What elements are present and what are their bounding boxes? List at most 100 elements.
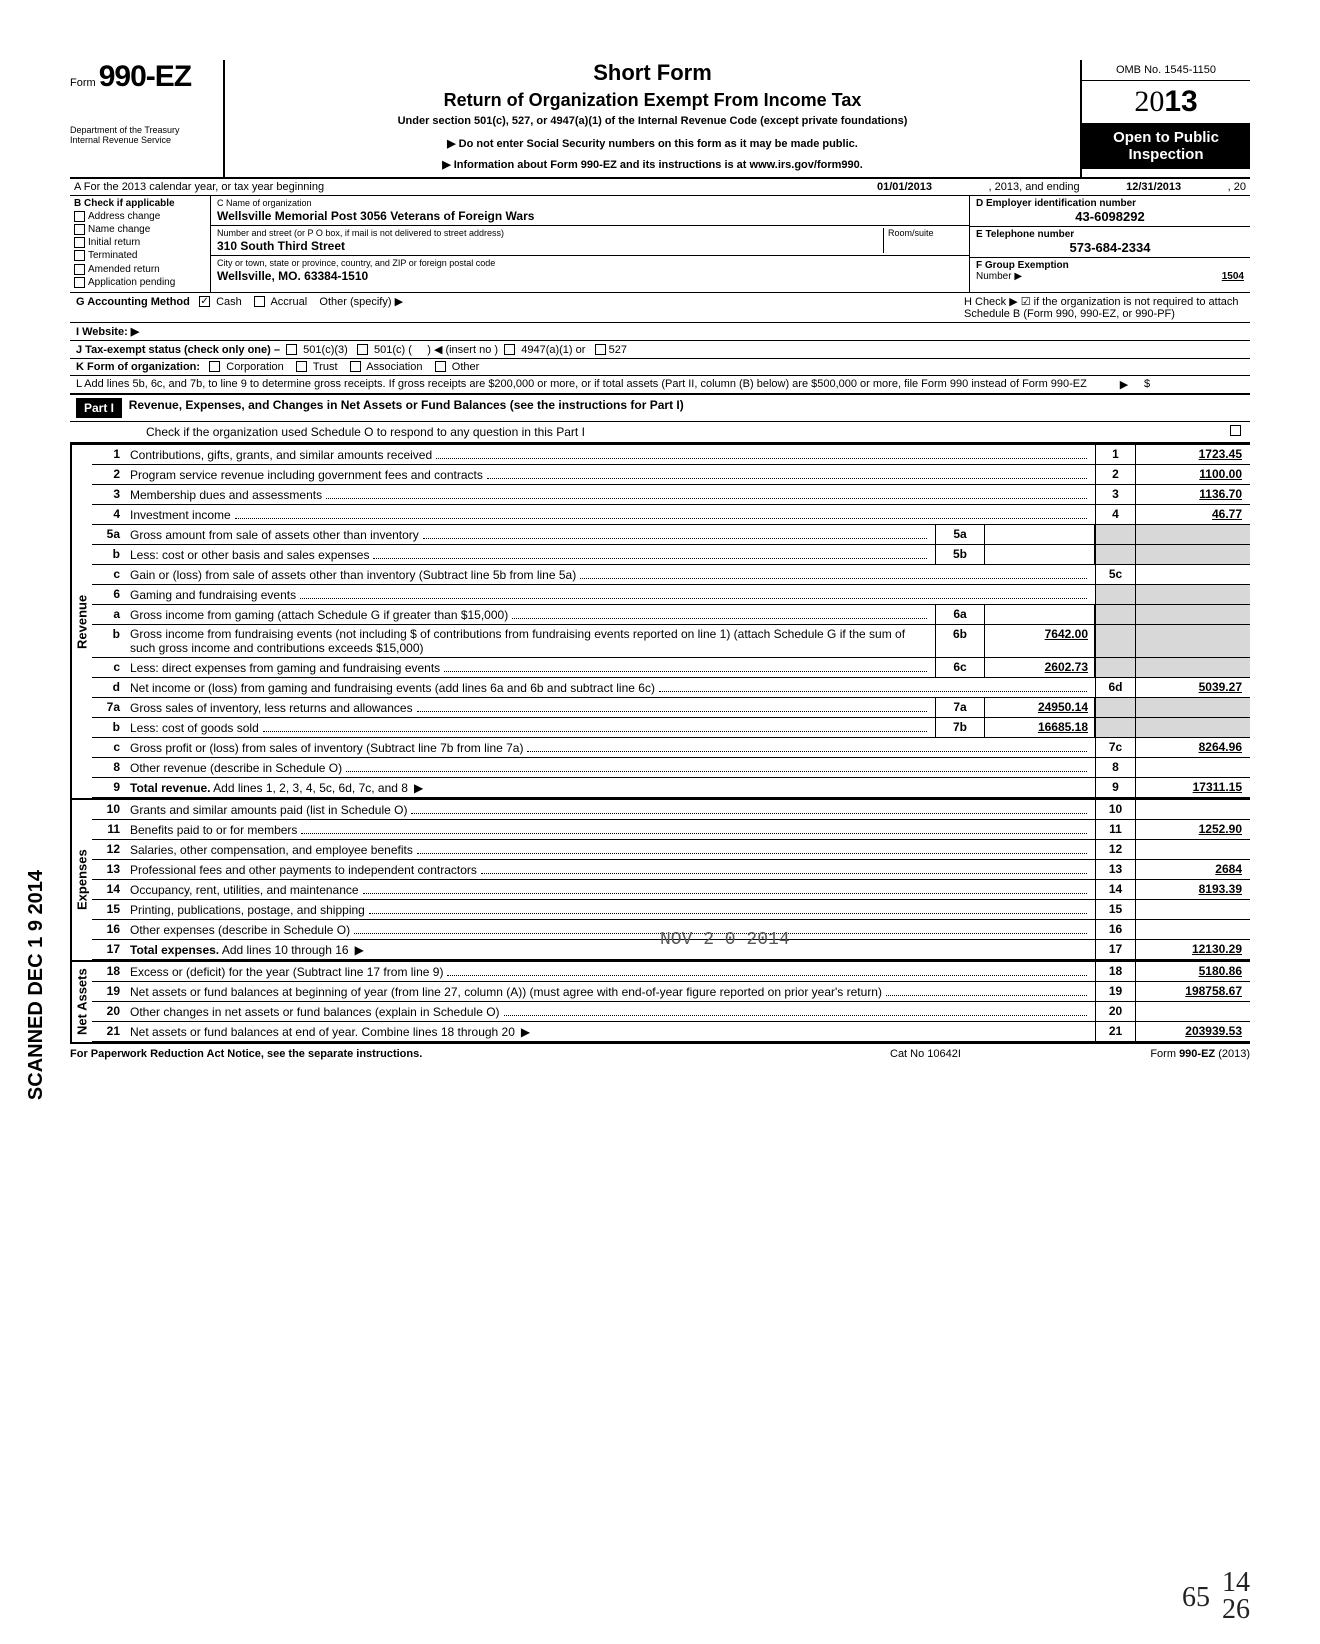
chk-name[interactable]: Name change: [74, 224, 206, 235]
line-14: 14Occupancy, rent, utilities, and mainte…: [92, 880, 1250, 900]
g-cash: Cash: [216, 296, 242, 308]
note-ssn: ▶ Do not enter Social Security numbers o…: [235, 137, 1070, 150]
d-val: 43-6098292: [976, 209, 1244, 224]
c-street-label: Number and street (or P O box, if mail i…: [217, 228, 883, 238]
part1-badge: Part I: [76, 398, 122, 418]
row-a-mid: , 2013, and ending: [985, 179, 1084, 195]
e-label: E Telephone number: [976, 229, 1244, 240]
col-b: B Check if applicable Address change Nam…: [70, 196, 210, 292]
line-15: 15Printing, publications, postage, and s…: [92, 900, 1250, 920]
line-b: bLess: cost or other basis and sales exp…: [92, 545, 1250, 565]
b-header: B Check if applicable: [74, 198, 206, 209]
j-527-chk[interactable]: [595, 344, 606, 355]
d-row: D Employer identification number 43-6098…: [970, 196, 1250, 227]
line-11: 11Benefits paid to or for members111252.…: [92, 820, 1250, 840]
chk-pending[interactable]: Application pending: [74, 277, 206, 288]
title-short-form: Short Form: [235, 60, 1070, 86]
header-mid: Short Form Return of Organization Exempt…: [225, 60, 1080, 177]
j-501c3: 501(c)(3): [303, 344, 348, 356]
c-city-label: City or town, state or province, country…: [217, 258, 963, 268]
i-label: I Website: ▶: [76, 326, 139, 338]
form-number: Form 990-EZ: [70, 60, 217, 94]
k-corp-chk[interactable]: [209, 361, 220, 372]
g-other: Other (specify) ▶: [319, 296, 403, 308]
chk-initial[interactable]: Initial return: [74, 237, 206, 248]
chk-terminated-label: Terminated: [88, 251, 137, 262]
line-c: cGain or (loss) from sale of assets othe…: [92, 565, 1250, 585]
line-1: 1Contributions, gifts, grants, and simil…: [92, 445, 1250, 465]
row-j: J Tax-exempt status (check only one) – 5…: [70, 341, 1250, 359]
header-right: OMB No. 1545-1150 2013 Open to Public In…: [1080, 60, 1250, 177]
part1-check-box[interactable]: [1230, 425, 1241, 436]
j-4947-chk[interactable]: [504, 344, 515, 355]
l-arrow: ▶: [1104, 378, 1144, 391]
col-c: C Name of organization Wellsville Memori…: [210, 196, 970, 292]
j-527: 527: [609, 344, 627, 356]
g-accrual: Accrual: [270, 296, 307, 308]
title-return: Return of Organization Exempt From Incom…: [235, 90, 1070, 111]
line-c: cLess: direct expenses from gaming and f…: [92, 658, 1250, 678]
footer-mid: Cat No 10642I: [890, 1048, 1090, 1060]
form-prefix: Form: [70, 77, 96, 89]
chk-pending-label: Application pending: [88, 277, 175, 288]
k-corp: Corporation: [226, 361, 283, 373]
d-label: D Employer identification number: [976, 198, 1244, 209]
f-val: 1504: [1222, 271, 1244, 282]
row-g: G Accounting Method ✓ Cash Accrual Other…: [70, 293, 1250, 323]
c-city-val: Wellsville, MO. 63384-1510: [217, 269, 963, 283]
c-street-row: Number and street (or P O box, if mail i…: [211, 226, 969, 256]
part1-title: Revenue, Expenses, and Changes in Net As…: [129, 398, 684, 418]
line-3: 3Membership dues and assessments31136.70: [92, 485, 1250, 505]
l-text: L Add lines 5b, 6c, and 7b, to line 9 to…: [76, 378, 1087, 390]
omb-number: OMB No. 1545-1150: [1082, 60, 1250, 81]
g-cash-chk[interactable]: ✓: [199, 296, 210, 307]
chk-address[interactable]: Address change: [74, 211, 206, 222]
revenue-label: Revenue: [70, 445, 92, 798]
line-19: 19Net assets or fund balances at beginni…: [92, 982, 1250, 1002]
row-i: I Website: ▶: [70, 323, 1250, 341]
netassets-section: Net Assets 18Excess or (deficit) for the…: [70, 960, 1250, 1044]
chk-terminated[interactable]: Terminated: [74, 250, 206, 261]
date-stamp: NOV 2 0 2014: [660, 930, 790, 950]
line-10: 10Grants and similar amounts paid (list …: [92, 800, 1250, 820]
k-trust-chk[interactable]: [296, 361, 307, 372]
line-4: 4Investment income446.77: [92, 505, 1250, 525]
j-501c: 501(c) (: [374, 344, 412, 356]
line-2: 2Program service revenue including gover…: [92, 465, 1250, 485]
chk-amended-label: Amended return: [88, 264, 160, 275]
k-other: Other: [452, 361, 480, 373]
part1-check-row: Check if the organization used Schedule …: [70, 422, 1250, 443]
line-20: 20Other changes in net assets or fund ba…: [92, 1002, 1250, 1022]
chk-name-label: Name change: [88, 224, 150, 235]
subtitle: Under section 501(c), 527, or 4947(a)(1)…: [235, 115, 1070, 127]
revenue-section: Revenue 1Contributions, gifts, grants, a…: [70, 443, 1250, 798]
col-def: D Employer identification number 43-6098…: [970, 196, 1250, 292]
j-501c3-chk[interactable]: [286, 344, 297, 355]
g-accrual-chk[interactable]: [254, 296, 265, 307]
c-name-val: Wellsville Memorial Post 3056 Veterans o…: [217, 209, 963, 223]
j-501c-chk[interactable]: [357, 344, 368, 355]
header-left: Form 990-EZ Department of the Treasury I…: [70, 60, 225, 177]
k-assoc-chk[interactable]: [350, 361, 361, 372]
handwriting-3: 26: [1222, 1594, 1250, 1626]
e-row: E Telephone number 573-684-2334: [970, 227, 1250, 258]
h-text: H Check ▶ ☑ if the organization is not r…: [964, 295, 1244, 320]
form-990ez: Form 990-EZ Department of the Treasury I…: [70, 60, 1250, 1060]
c-city-row: City or town, state or province, country…: [211, 256, 969, 285]
k-trust: Trust: [313, 361, 338, 373]
form-number-big: 990-EZ: [99, 60, 191, 93]
j-insert: ) ◀ (insert no ): [427, 344, 498, 356]
netassets-body: 18Excess or (deficit) for the year (Subt…: [92, 962, 1250, 1042]
chk-initial-label: Initial return: [88, 237, 140, 248]
year-suffix: 13: [1164, 85, 1197, 118]
chk-address-label: Address change: [88, 211, 160, 222]
line-b: bGross income from fundraising events (n…: [92, 625, 1250, 658]
j-label: J Tax-exempt status (check only one) –: [76, 344, 280, 356]
chk-amended[interactable]: Amended return: [74, 264, 206, 275]
k-assoc: Association: [366, 361, 422, 373]
line-d: dNet income or (loss) from gaming and fu…: [92, 678, 1250, 698]
k-other-chk[interactable]: [435, 361, 446, 372]
line-a: aGross income from gaming (attach Schedu…: [92, 605, 1250, 625]
line-13: 13Professional fees and other payments t…: [92, 860, 1250, 880]
e-val: 573-684-2334: [976, 240, 1244, 255]
